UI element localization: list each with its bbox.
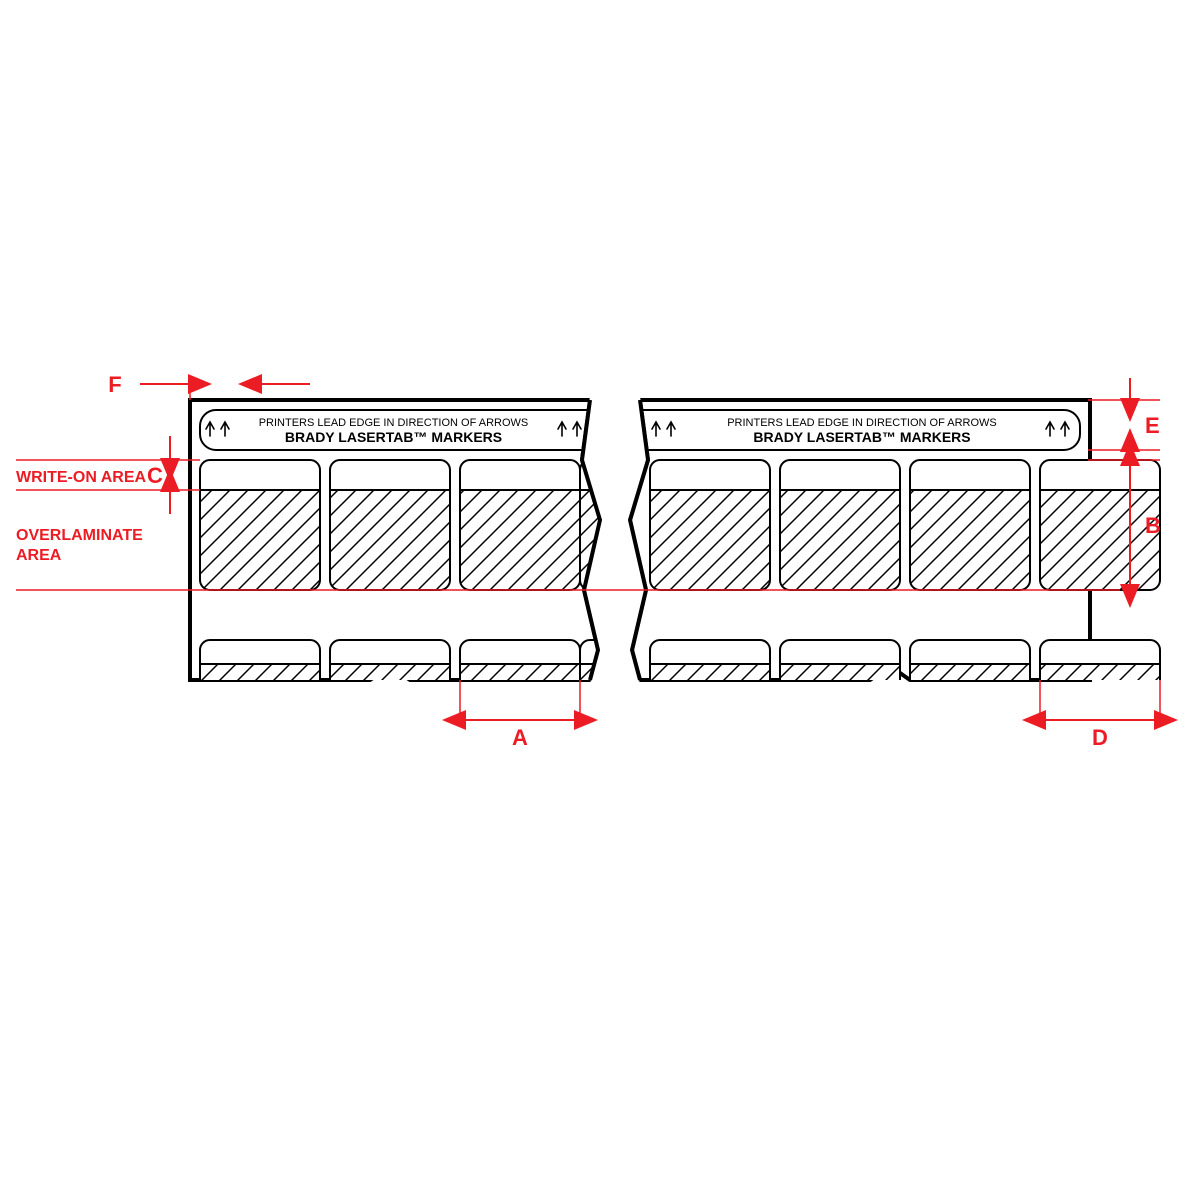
up-arrow-icon	[558, 422, 566, 436]
dim-letter-b: B	[1145, 513, 1161, 538]
up-arrow-icon	[221, 422, 229, 436]
banner-line1-right: PRINTERS LEAD EDGE IN DIRECTION OF ARROW…	[727, 417, 997, 429]
up-arrow-icon	[1061, 422, 1069, 436]
label-cell	[650, 460, 770, 590]
label-cell	[200, 460, 320, 590]
label-cell	[460, 460, 580, 590]
dim-letter-a: A	[512, 725, 528, 750]
dim-letter-e: E	[1145, 413, 1160, 438]
label-cell	[780, 640, 900, 680]
label-cell	[910, 640, 1030, 680]
label-cell	[780, 460, 900, 590]
overlaminate-label-2: AREA	[16, 547, 62, 564]
banner-line1-left: PRINTERS LEAD EDGE IN DIRECTION OF ARROW…	[259, 417, 529, 429]
dim-letter-f: F	[108, 372, 121, 397]
write-on-area-label: WRITE-ON AREA	[16, 469, 147, 486]
label-cell	[1040, 640, 1160, 680]
up-arrow-icon	[667, 422, 675, 436]
dim-letter-c: C	[147, 463, 163, 488]
up-arrow-icon	[573, 422, 581, 436]
banner-line2-right: BRADY LASERTAB™ MARKERS	[753, 429, 970, 445]
label-cell	[650, 640, 770, 680]
up-arrow-icon	[652, 422, 660, 436]
label-cell	[1040, 460, 1160, 590]
label-cell	[460, 640, 580, 680]
label-sheet-diagram: PRINTERS LEAD EDGE IN DIRECTION OF ARROW…	[0, 0, 1200, 1200]
up-arrow-icon	[206, 422, 214, 436]
label-cell	[910, 460, 1030, 590]
label-cell	[330, 460, 450, 590]
up-arrow-icon	[1046, 422, 1054, 436]
label-cell	[330, 640, 450, 680]
overlaminate-label-1: OVERLAMINATE	[16, 527, 143, 544]
dim-letter-d: D	[1092, 725, 1108, 750]
banner-line2-left: BRADY LASERTAB™ MARKERS	[285, 429, 502, 445]
label-cell	[200, 640, 320, 680]
